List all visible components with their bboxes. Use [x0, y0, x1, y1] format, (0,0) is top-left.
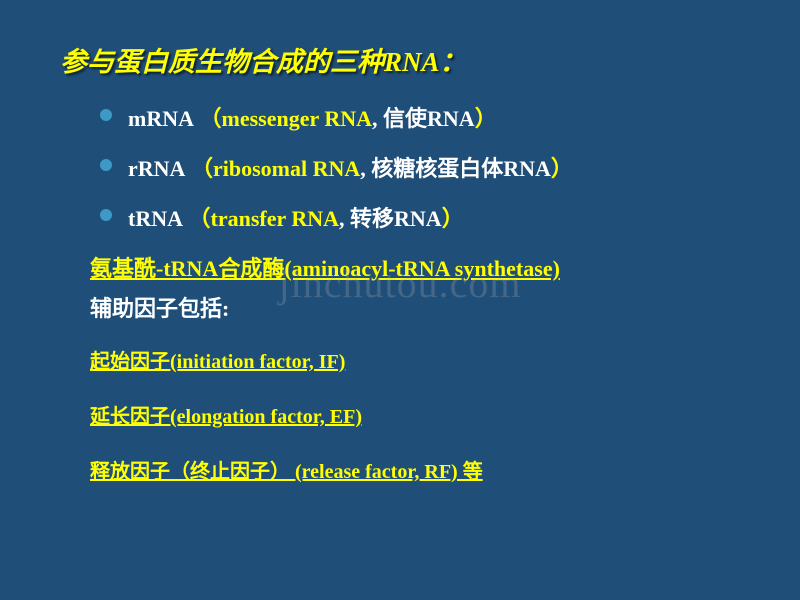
enzyme-chinese: 氨基酰-tRNA合成酶	[90, 256, 284, 281]
paren-close: ）	[442, 206, 464, 231]
rna-english: messenger RNA	[222, 106, 373, 131]
rna-text: tRNA （transfer RNA, 转移RNA）	[128, 201, 464, 233]
separator: ,	[339, 206, 350, 231]
bullet-icon	[100, 109, 112, 121]
rna-abbr: mRNA	[128, 106, 194, 131]
list-item: mRNA （messenger RNA, 信使RNA）	[100, 101, 750, 133]
separator: ,	[360, 156, 371, 181]
list-item: tRNA （transfer RNA, 转移RNA）	[100, 201, 750, 233]
rna-abbr: tRNA	[128, 206, 183, 231]
paren-open: （	[191, 156, 213, 181]
rna-chinese: 转移RNA	[350, 206, 442, 231]
list-item: rRNA （ribosomal RNA, 核糖核蛋白体RNA）	[100, 151, 750, 183]
paren-open: （	[189, 206, 211, 231]
rna-list: mRNA （messenger RNA, 信使RNA） rRNA （riboso…	[100, 101, 750, 233]
factor-english: (initiation factor, IF)	[170, 351, 345, 373]
factor-english: (release factor, RF) 等	[290, 461, 483, 483]
enzyme-line: 氨基酰-tRNA合成酶(aminoacyl-tRNA synthetase)	[90, 251, 750, 283]
enzyme-english: (aminoacyl-tRNA synthetase)	[284, 256, 560, 281]
rna-chinese: 信使RNA	[383, 106, 475, 131]
factor-line: 起始因子(initiation factor, IF)	[90, 345, 750, 374]
factor-chinese: 释放因子（终止因子）	[90, 461, 290, 483]
separator: ,	[372, 106, 383, 131]
factor-chinese: 起始因子	[90, 351, 170, 373]
factor-line: 延长因子(elongation factor, EF)	[90, 400, 750, 429]
rna-text: rRNA （ribosomal RNA, 核糖核蛋白体RNA）	[128, 151, 573, 183]
factor-line: 释放因子（终止因子） (release factor, RF) 等	[90, 455, 750, 484]
factor-chinese: 延长因子	[90, 406, 170, 428]
slide-container: 参与蛋白质生物合成的三种RNA： mRNA （messenger RNA, 信使…	[0, 0, 800, 540]
rna-chinese: 核糖核蛋白体RNA	[371, 156, 551, 181]
paren-open: （	[200, 106, 222, 131]
slide-title: 参与蛋白质生物合成的三种RNA：	[60, 40, 750, 79]
bullet-icon	[100, 209, 112, 221]
paren-close: ）	[475, 106, 497, 131]
rna-english: ribosomal RNA	[213, 156, 360, 181]
factor-english: (elongation factor, EF)	[170, 406, 362, 428]
rna-text: mRNA （messenger RNA, 信使RNA）	[128, 101, 497, 133]
rna-abbr: rRNA	[128, 156, 185, 181]
rna-english: transfer RNA	[211, 206, 340, 231]
cofactors-heading: 辅助因子包括:	[90, 291, 750, 323]
bullet-icon	[100, 159, 112, 171]
paren-close: ）	[551, 156, 573, 181]
